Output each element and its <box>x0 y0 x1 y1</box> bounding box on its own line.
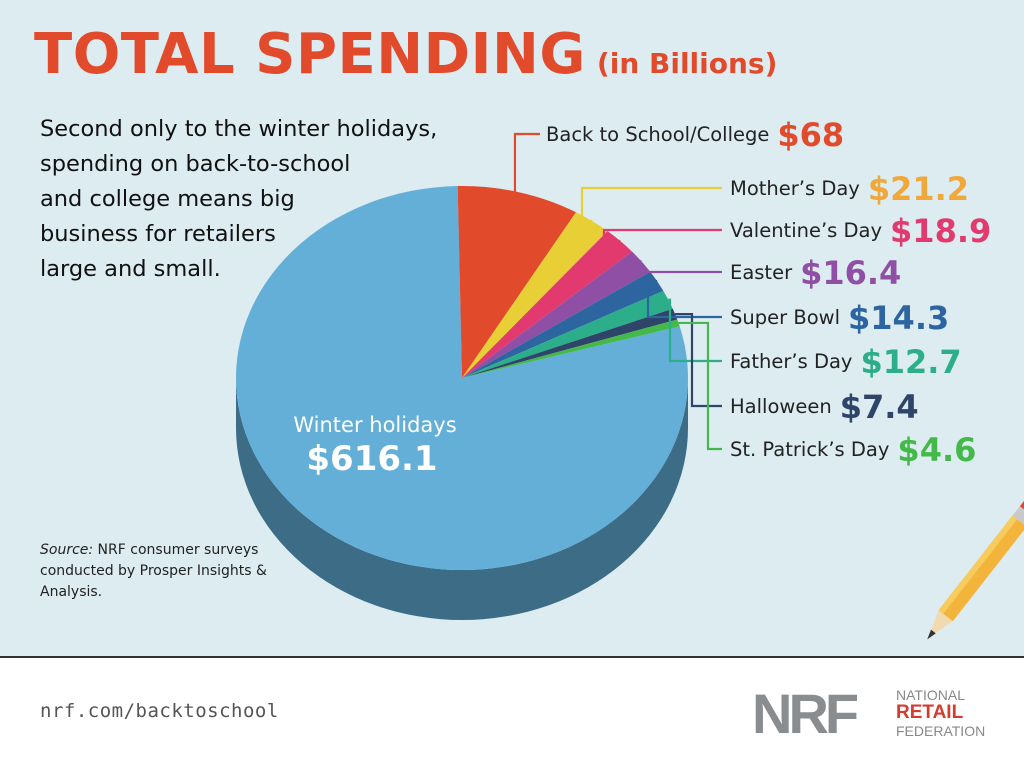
pie-slice-super-bowl <box>462 271 664 378</box>
value-easter: $16.4 <box>800 254 901 292</box>
pie-side-winter-holidays <box>236 378 688 620</box>
chart-subtitle: (in Billions) <box>596 47 778 80</box>
source-text: NRF consumer surveys conducted by Prospe… <box>40 542 267 600</box>
value-halloween: $7.4 <box>840 388 919 426</box>
pie-slice-valentine-s-day <box>462 231 633 378</box>
pie-slice-father-s-day <box>462 290 673 378</box>
pencil-highlight <box>938 515 1018 614</box>
value-super-bowl: $14.3 <box>848 299 949 337</box>
pie-slice-st-patrick-s-day <box>462 319 680 378</box>
value-valentine-s-day: $18.9 <box>890 212 991 250</box>
pie-labels: Back to School/College $68 Mother’s Day $21… <box>513 116 991 469</box>
leader-easter <box>624 260 722 274</box>
value-mother-s-day: $21.2 <box>868 170 969 208</box>
source-note: Source: NRF consumer surveys conducted b… <box>40 540 280 603</box>
logo-mark: NRF <box>752 682 859 745</box>
leader-super-bowl <box>646 280 722 319</box>
label-winter-holidays: Winter holidays <box>293 413 456 437</box>
infographic-panel: TOTAL SPENDING (in Billions) Second only… <box>0 0 1024 658</box>
label-mother-s-day: Mother’s Day <box>730 177 860 200</box>
leader-mother-s-day <box>580 186 722 223</box>
source-label: Source: <box>40 542 94 558</box>
value-back-to-school-college: $68 <box>777 116 844 154</box>
pie-slice-halloween <box>462 308 678 378</box>
label-valentine-s-day: Valentine’s Day <box>730 219 882 242</box>
pie-top-faces <box>235 186 688 570</box>
chart-title: TOTAL SPENDING <box>34 22 586 87</box>
pencil-lead <box>927 629 936 640</box>
pencil-wood <box>928 610 953 638</box>
pie-chart: Back to School/College $68 Mother’s Day $21… <box>235 116 1024 640</box>
label-halloween: Halloween <box>730 395 832 418</box>
pie-slice-easter <box>462 251 651 378</box>
chart-title-row: TOTAL SPENDING (in Billions) <box>34 22 777 87</box>
value-st-patrick-s-day: $4.6 <box>897 431 976 469</box>
logo-line-retail: RETAIL <box>896 702 964 723</box>
label-super-bowl: Super Bowl <box>730 306 840 329</box>
label-st-patrick-s-day: St. Patrick’s Day <box>730 438 889 461</box>
label-father-s-day: Father’s Day <box>730 350 852 373</box>
leader-father-s-day <box>668 298 722 363</box>
value-winter-holidays: $616.1 <box>306 439 437 479</box>
pie-slice-winter-holidays <box>235 186 688 570</box>
pie-slice-mother-s-day <box>462 212 608 378</box>
value-father-s-day: $12.7 <box>860 343 961 381</box>
pencil-icon <box>927 496 1024 640</box>
pencil-ferrule <box>1012 506 1024 527</box>
leader-back-to-school-college <box>513 132 540 193</box>
logo-line-national: NATIONAL <box>896 687 965 703</box>
pie-side-walls <box>236 378 688 620</box>
intro-paragraph: Second only to the winter holidays, spen… <box>40 116 438 282</box>
nrf-logo: NRF NATIONAL RETAIL FEDERATION <box>752 684 1002 744</box>
pencil-body <box>938 515 1024 622</box>
pie-slice-back-to-school-college <box>457 186 577 378</box>
label-back-to-school-college: Back to School/College <box>546 123 769 146</box>
label-easter: Easter <box>730 261 793 284</box>
footer-url: nrf.com/backtoschool <box>40 700 279 722</box>
logo-wordmark: NATIONAL RETAIL FEDERATION <box>896 686 985 740</box>
leader-st-patrick-s-day <box>678 321 722 451</box>
leader-valentine-s-day <box>602 228 722 243</box>
logo-line-federation: FEDERATION <box>896 723 986 739</box>
